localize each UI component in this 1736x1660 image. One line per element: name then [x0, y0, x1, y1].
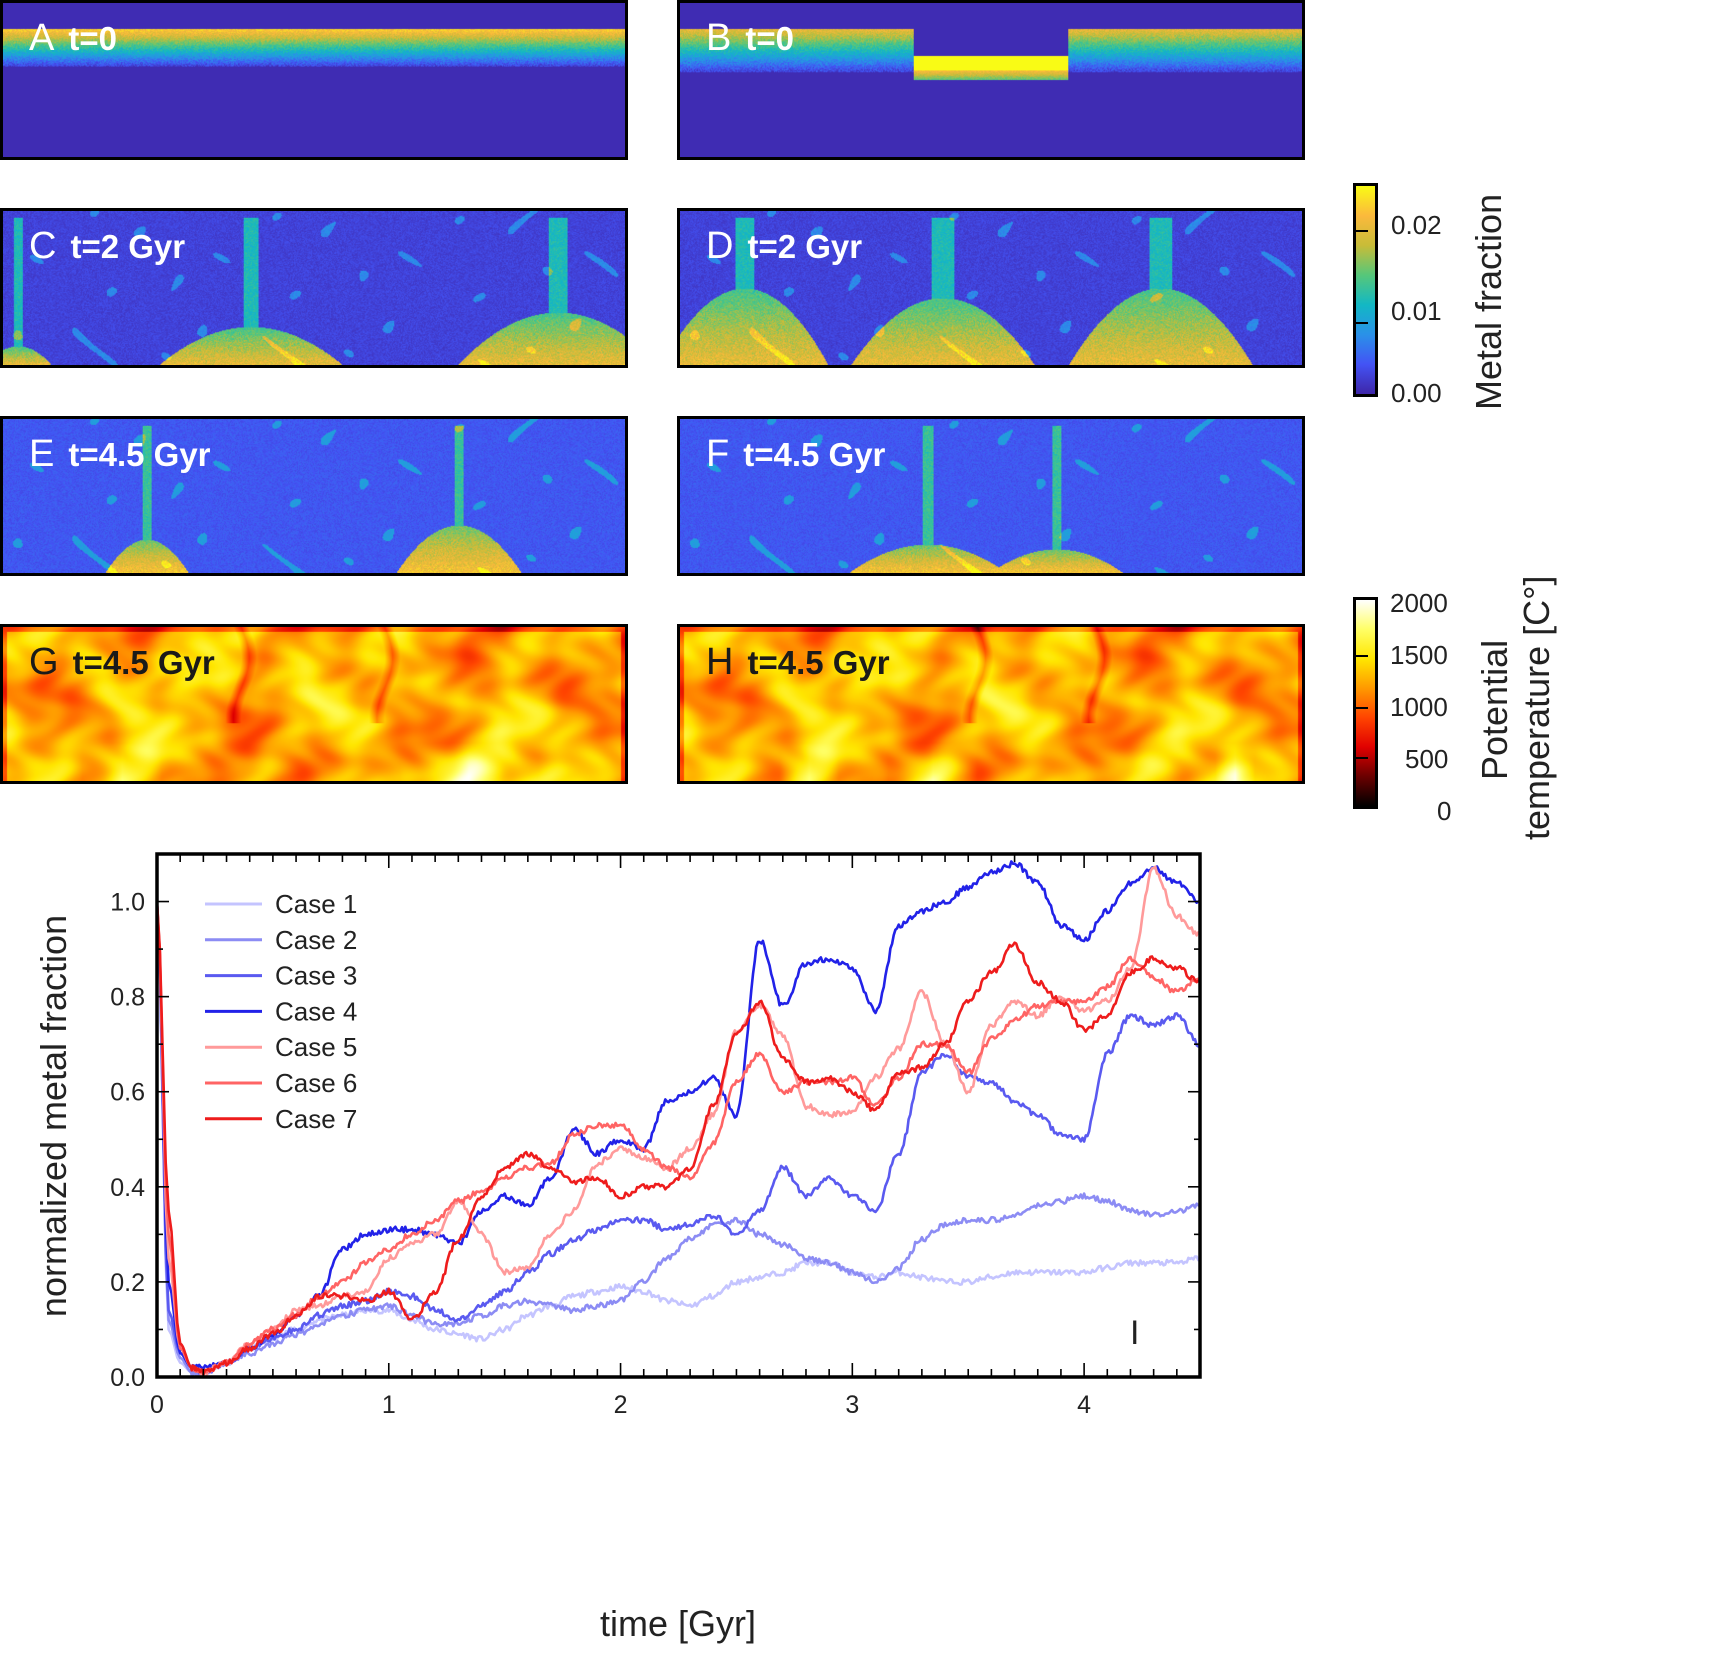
temperature-tick-label: 0 [1437, 796, 1452, 826]
panel-e-field [3, 419, 625, 573]
legend-label: Case 4 [275, 996, 357, 1026]
metal-tick-label: 0.00 [1391, 378, 1442, 408]
colorbar-tick [1356, 757, 1368, 759]
temperature-tick-label: 1500 [1390, 640, 1448, 670]
panel-time: t=0 [68, 20, 117, 57]
metal-tick-label: 0.02 [1391, 210, 1442, 240]
temperature-tick-label: 1000 [1390, 692, 1448, 722]
panel-letter: A [29, 17, 55, 59]
y-tick-label: 0.6 [110, 1079, 145, 1107]
panel-g-field [3, 627, 625, 781]
legend-label: Case 7 [275, 1104, 357, 1134]
legend-label: Case 2 [275, 925, 357, 955]
temperature-colorbar-title-line1: Potential [1474, 639, 1515, 780]
legend: Case 1 Case 2 Case 3 Case 4 Case 5 Case 6 Case… [205, 889, 357, 1134]
y-tick-label: 0.0 [110, 1364, 145, 1392]
series-line-case-2 [157, 901, 1200, 1377]
temperature-tick-label: 500 [1405, 744, 1449, 774]
panel-d-field [680, 211, 1302, 365]
colorbar-tick [1356, 655, 1368, 657]
panel-time: t=4.5 Gyr [72, 644, 215, 681]
x-axis-label: time [Gyr] [600, 1603, 756, 1644]
series-group [157, 860, 1200, 1377]
panel-letter: B [706, 17, 732, 59]
series-line-case-7 [157, 901, 1200, 1377]
panel-letter: C [29, 225, 57, 267]
panel-letter: D [706, 225, 734, 267]
panel-time: t=4.5 Gyr [743, 436, 886, 473]
legend-label: Case 6 [275, 1068, 357, 1098]
y-tick-label: 0.2 [110, 1269, 145, 1297]
panel-letter: F [706, 433, 730, 475]
y-axis-label: normalized metal fraction [33, 915, 74, 1317]
x-tick-label: 1 [382, 1391, 396, 1419]
x-tick-label: 4 [1077, 1391, 1091, 1419]
panel-time: t=2 Gyr [70, 228, 186, 265]
metal-colorbar-title: Metal fraction [1468, 193, 1509, 410]
panel-f-field [680, 419, 1302, 573]
temperature-tick-label: 2000 [1390, 588, 1448, 618]
panel-a-field [3, 3, 625, 157]
colorbar-tick [1356, 707, 1368, 709]
panel-time: t=0 [745, 20, 794, 57]
temperature-colorbar-title-line2: temperature [C°] [1516, 575, 1557, 841]
panel-h-field [680, 627, 1302, 781]
legend-label: Case 5 [275, 1032, 357, 1062]
panel-c-field [3, 211, 625, 365]
colorbar-tick [1356, 322, 1368, 324]
panel-letter: H [706, 641, 734, 683]
series-line-case-3 [157, 901, 1200, 1375]
metal-tick-label: 0.01 [1391, 296, 1442, 326]
y-tick-label: 0.4 [110, 1174, 145, 1202]
temperature-colorbar [1353, 597, 1378, 809]
panel-letter: G [29, 641, 59, 683]
x-tick-label: 2 [614, 1391, 628, 1419]
legend-label: Case 3 [275, 961, 357, 991]
y-tick-label: 1.0 [110, 889, 145, 917]
series-line-case-1 [157, 901, 1200, 1377]
plot-frame [155, 852, 1202, 1379]
x-tick-label: 0 [150, 1391, 164, 1419]
panel-time: t=2 Gyr [747, 228, 863, 265]
chart-panel-label: I [1130, 1314, 1139, 1352]
panel-time: t=4.5 Gyr [68, 436, 211, 473]
panel-b-field [680, 3, 1302, 157]
panel-time: t=4.5 Gyr [747, 644, 890, 681]
metal-fraction-chart: normalized metal fraction time [Gyr] I 0… [33, 852, 1202, 1644]
legend-label: Case 1 [275, 889, 357, 919]
y-tick-label: 0.8 [110, 984, 145, 1012]
colorbar-tick [1356, 230, 1368, 232]
x-tick-label: 3 [845, 1391, 859, 1419]
metal-colorbar [1353, 183, 1378, 397]
panel-letter: E [29, 433, 55, 475]
